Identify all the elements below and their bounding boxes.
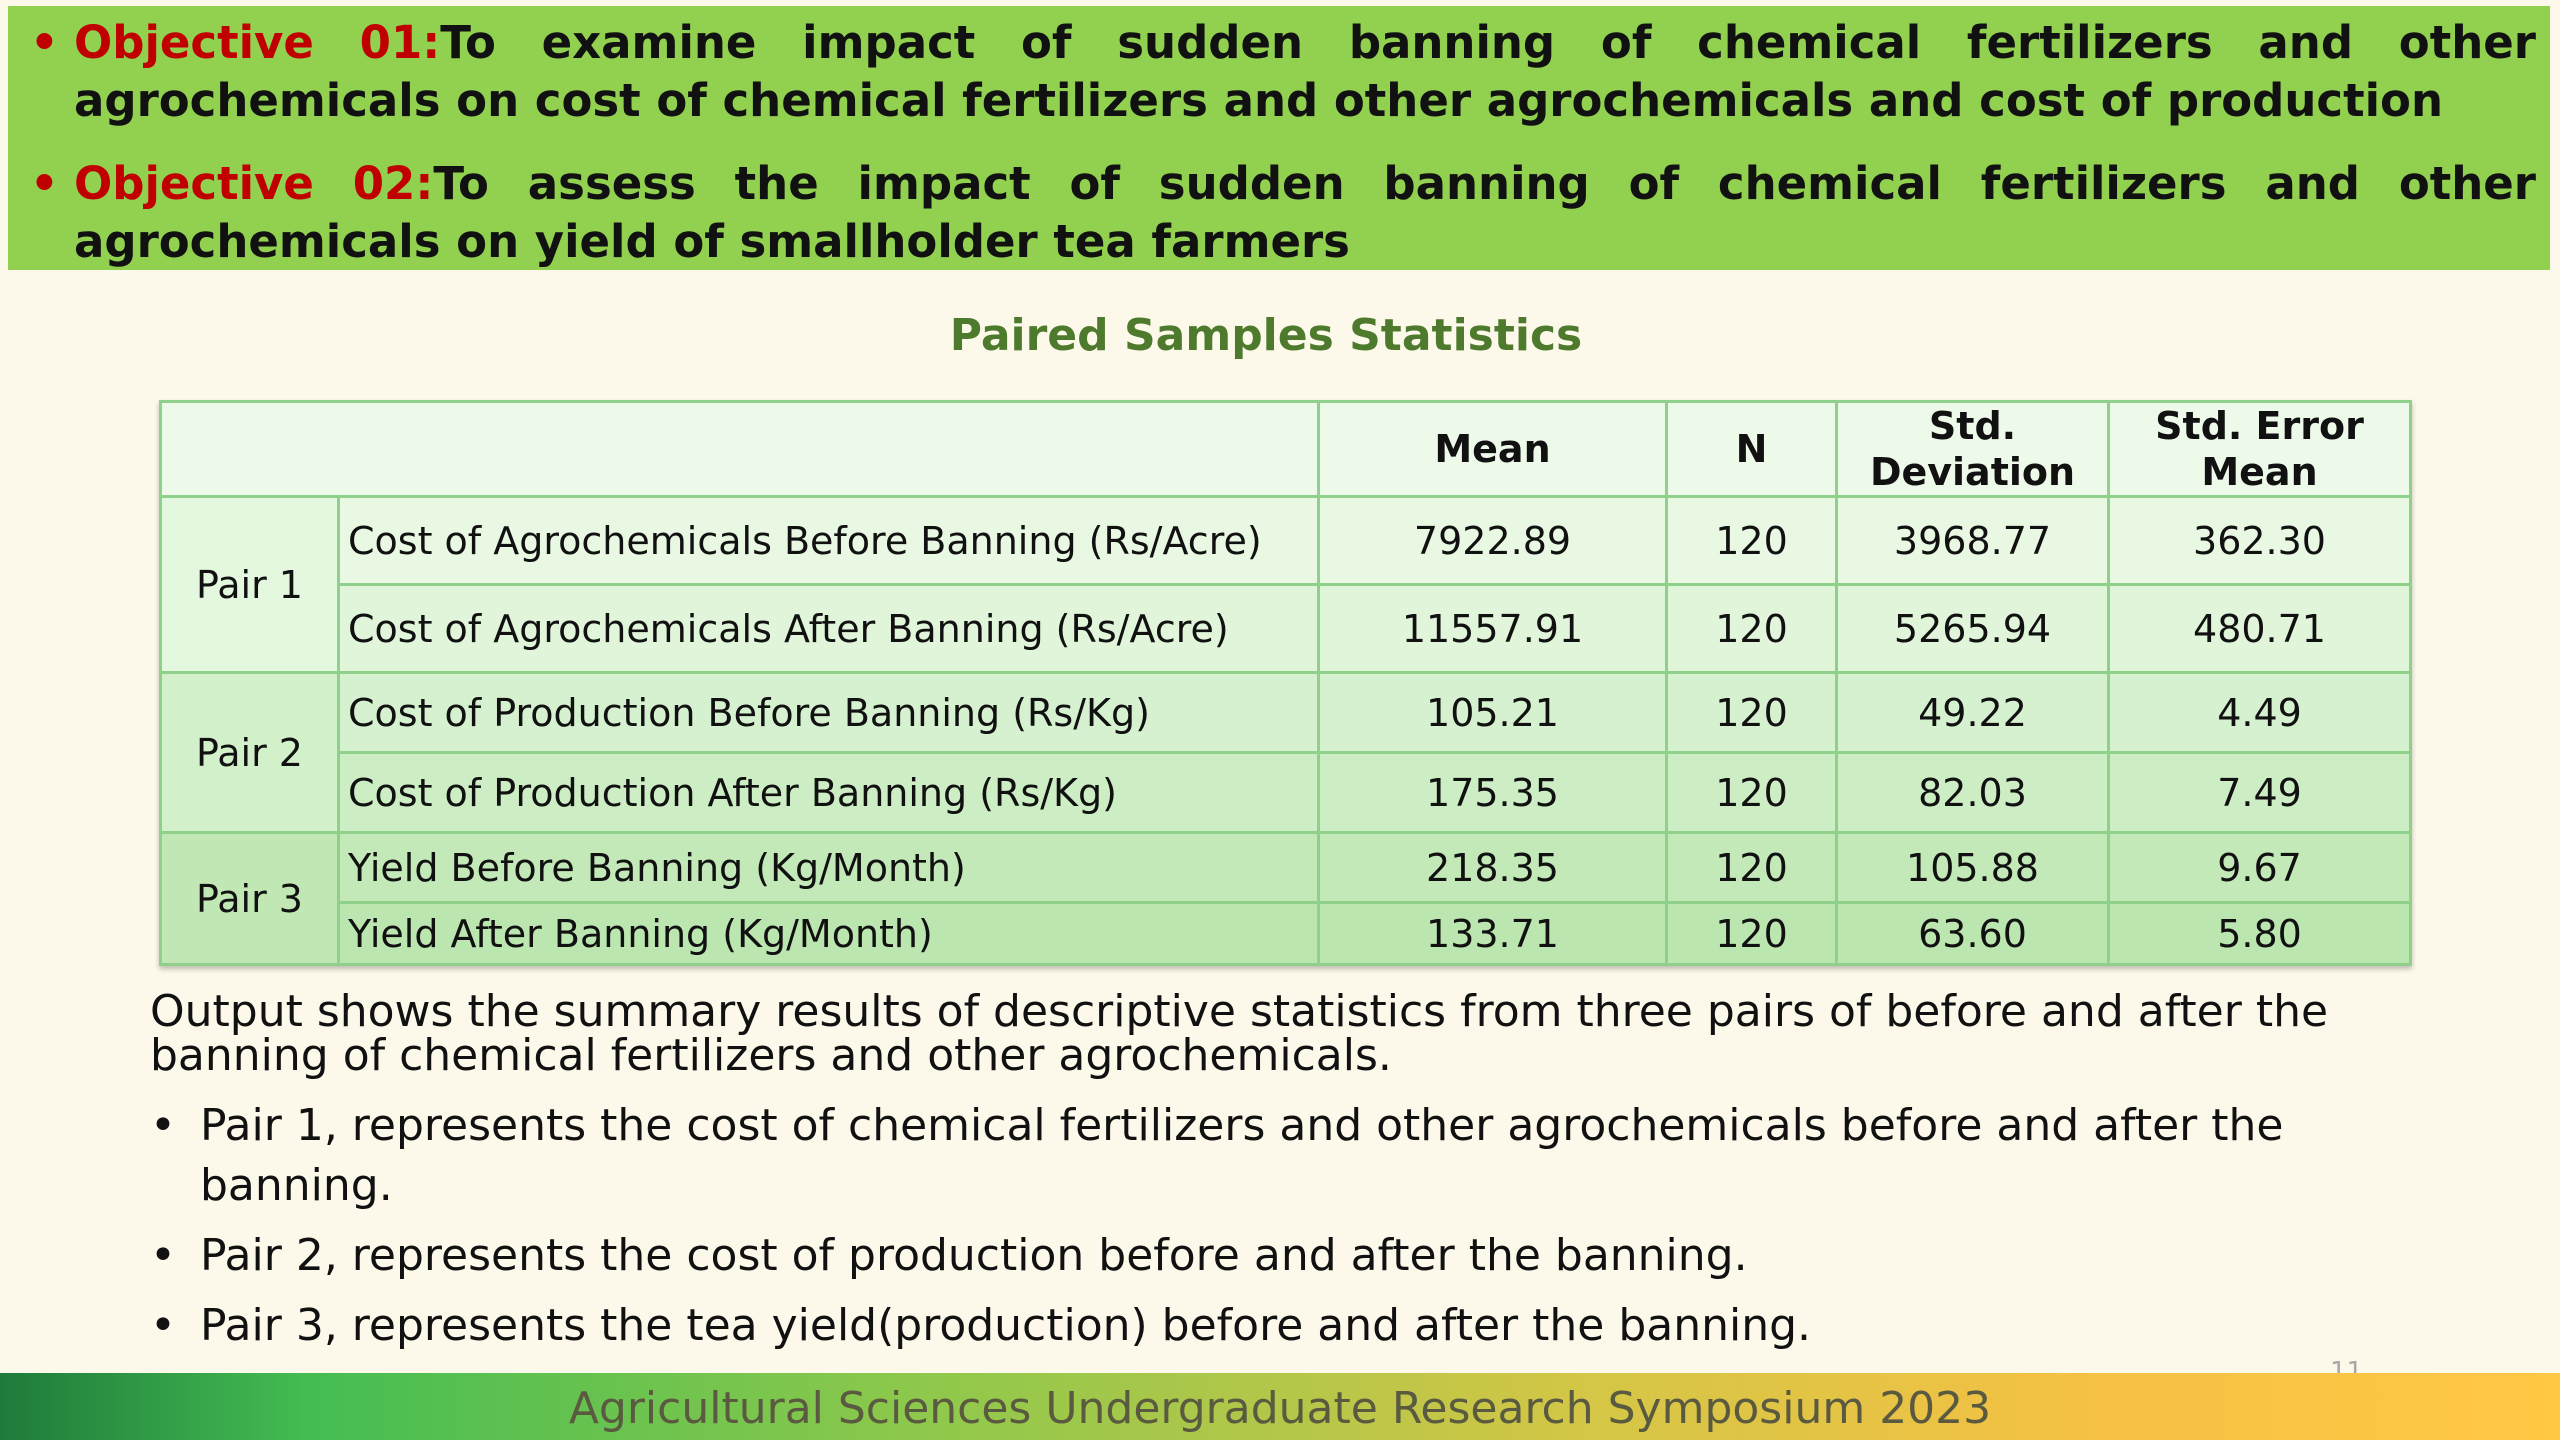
objective-01: • Objective 01:To examine impact of sudd… [30,14,2536,130]
footer-title: Agricultural Sciences Undergraduate Rese… [568,1383,1992,1434]
pair-explanations: Pair 1, represents the cost of chemical … [150,1096,2450,1366]
table-header-row: Mean N Std. Deviation Std. Error Mean [159,400,2412,498]
sd-cell: 63.60 [1835,901,2110,966]
sd-cell: 3968.77 [1835,495,2110,586]
table-row: Cost of Agrochemicals After Banning (Rs/… [160,583,2412,674]
objective-02-label: Objective 02: [74,157,434,210]
list-item: Pair 2, represents the cost of productio… [150,1226,2450,1286]
variable-cell: Cost of Agrochemicals Before Banning (Rs… [337,495,1320,586]
header-std-deviation: Std. Deviation [1835,400,2110,498]
summary-paragraph: Output shows the summary results of desc… [150,986,2329,1081]
n-cell: 120 [1665,831,1838,904]
table-row: Pair 1 Cost of Agrochemicals Before Bann… [159,495,2412,674]
footer-banner: Agricultural Sciences Undergraduate Rese… [0,1373,2560,1440]
objective-02-text: To assess the impact of sudden banning o… [74,157,2536,268]
sem-cell: 480.71 [2107,583,2412,674]
variable-cell: Yield After Banning (Kg/Month) [337,901,1320,966]
sem-cell: 362.30 [2107,495,2412,586]
header-blank [159,400,1320,498]
sd-cell: 82.03 [1835,751,2110,834]
mean-cell: 218.35 [1317,831,1668,904]
objective-bullet: • [30,16,59,69]
list-item: Pair 3, represents the tea yield(product… [150,1296,2450,1356]
table-row: Cost of Production After Banning (Rs/Kg)… [160,751,2412,834]
sd-cell: 5265.94 [1835,583,2110,674]
mean-cell: 133.71 [1317,901,1668,966]
n-cell: 120 [1665,495,1838,586]
mean-cell: 105.21 [1317,671,1668,754]
header-std-error-mean: Std. Error Mean [2107,400,2412,498]
objective-01-text: To examine impact of sudden banning of c… [74,16,2536,127]
list-item: Pair 1, represents the cost of chemical … [150,1096,2450,1216]
sd-cell: 105.88 [1835,831,2110,904]
mean-cell: 11557.91 [1317,583,1668,674]
header-n: N [1665,400,1838,498]
variable-cell: Cost of Agrochemicals After Banning (Rs/… [337,583,1320,674]
pair-label: Pair 3 [159,831,340,966]
n-cell: 120 [1665,751,1838,834]
mean-cell: 175.35 [1317,751,1668,834]
objective-01-label: Objective 01: [74,16,441,69]
mean-cell: 7922.89 [1317,495,1668,586]
pair-label: Pair 1 [159,495,340,674]
variable-cell: Cost of Production After Banning (Rs/Kg) [337,751,1320,834]
header-mean: Mean [1317,400,1668,498]
objective-02: • Objective 02:To assess the impact of s… [30,155,2536,271]
sem-cell: 9.67 [2107,831,2412,904]
paired-samples-table: Mean N Std. Deviation Std. Error Mean Pa… [159,400,2412,966]
sem-cell: 4.49 [2107,671,2412,754]
n-cell: 120 [1665,901,1838,966]
sem-cell: 5.80 [2107,901,2412,966]
table-row: Pair 3 Yield Before Banning (Kg/Month) 2… [159,831,2412,966]
table-row: Yield After Banning (Kg/Month) 133.71 12… [160,901,2412,966]
variable-cell: Cost of Production Before Banning (Rs/Kg… [337,671,1320,754]
objectives-banner: • Objective 01:To examine impact of sudd… [8,6,2550,270]
sd-cell: 49.22 [1835,671,2110,754]
sem-cell: 7.49 [2107,751,2412,834]
variable-cell: Yield Before Banning (Kg/Month) [337,831,1320,904]
n-cell: 120 [1665,583,1838,674]
objective-bullet: • [30,157,59,210]
table-title: Paired Samples Statistics [949,310,1583,361]
n-cell: 120 [1665,671,1838,754]
pair-label: Pair 2 [159,671,340,834]
table-row: Pair 2 Cost of Production Before Banning… [159,671,2412,834]
